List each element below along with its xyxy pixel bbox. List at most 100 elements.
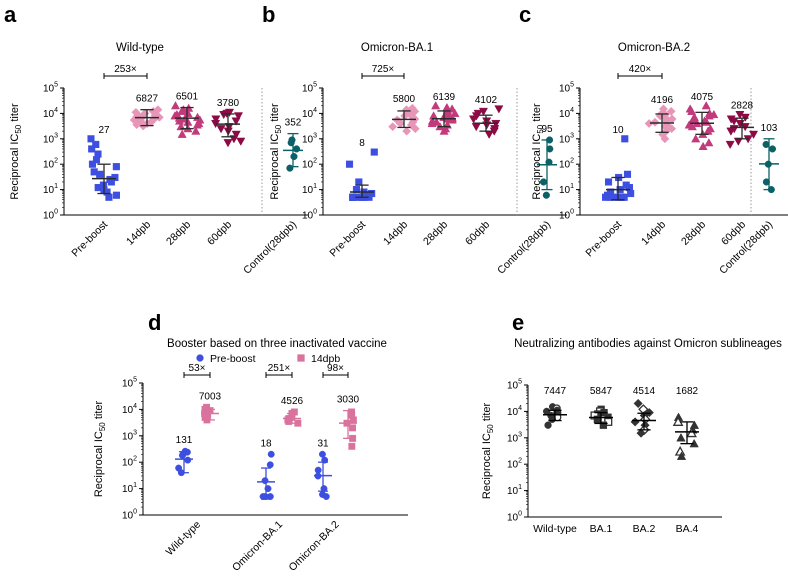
data-point	[704, 138, 714, 147]
y-tick-label: 105	[302, 82, 317, 95]
y-tick-label: 100	[559, 209, 574, 222]
tick-exponent: 2	[313, 158, 317, 165]
data-point	[314, 466, 322, 474]
y-axis-label: Reciprocal IC50 titer	[93, 401, 107, 498]
data-point	[627, 189, 635, 198]
tick-exponent: 4	[133, 403, 137, 410]
y-tick-label: 101	[43, 183, 58, 196]
y-tick-label: 101	[559, 183, 574, 196]
panel-d: d Booster based on three inactivated vacc…	[93, 310, 408, 574]
value-label: 3030	[337, 395, 360, 406]
tick-base: 10	[43, 185, 55, 196]
value-label: 2828	[731, 101, 754, 112]
data-point	[92, 156, 101, 164]
data-point	[318, 450, 326, 458]
tick-exponent: 5	[133, 377, 137, 384]
tick-base: 10	[302, 185, 314, 196]
tick-exponent: 0	[518, 511, 522, 518]
data-point	[427, 118, 437, 128]
data-point	[236, 137, 246, 146]
tick-exponent: 3	[570, 132, 574, 139]
panel-letter: c	[519, 2, 531, 27]
series-pre-boost	[175, 447, 332, 500]
data-point	[290, 153, 298, 161]
data-point	[349, 416, 357, 424]
tick-base: 10	[559, 211, 571, 222]
legend: Pre-boost 14dpb	[196, 353, 340, 365]
y-tick-label: 104	[302, 107, 317, 120]
tick-exponent: 2	[570, 158, 574, 165]
panel-letter: a	[4, 2, 17, 27]
data-point	[636, 428, 646, 438]
data-point	[650, 117, 660, 127]
data-point	[768, 145, 777, 153]
ylabel-part: titer	[9, 103, 21, 125]
ylabel-subscript: 50	[14, 124, 23, 133]
ylabel-part: Reciprocal IC	[481, 433, 493, 499]
data-point	[231, 130, 241, 139]
tick-exponent: 0	[133, 509, 137, 516]
data-point	[439, 126, 449, 135]
panel-title: Omicron-BA.1	[361, 42, 433, 54]
tick-base: 10	[122, 405, 134, 416]
data-point	[105, 193, 113, 201]
data-point	[170, 111, 180, 120]
data-point	[132, 120, 142, 130]
series-14dpb	[129, 105, 164, 131]
series-ba-4	[672, 412, 700, 460]
x-tick-label: Wild-type	[164, 519, 204, 559]
data-point	[471, 123, 481, 132]
tick-exponent: 1	[313, 183, 317, 190]
x-tick-label: 28dpb	[164, 219, 193, 248]
ylabel-part: titer	[269, 103, 281, 125]
x-tick-label: Wild-type	[533, 523, 577, 535]
data-point	[691, 134, 701, 143]
ylabel-part: Reciprocal IC	[531, 134, 543, 200]
data-point	[630, 417, 640, 427]
data-point	[698, 141, 708, 150]
data-point	[224, 123, 234, 132]
tick-base: 10	[43, 211, 55, 222]
y-tick-label: 105	[559, 82, 574, 95]
value-label: 131	[176, 435, 193, 446]
series-pre-boost	[87, 135, 120, 201]
value-label: 5800	[393, 94, 416, 105]
y-tick-label: 101	[507, 484, 522, 497]
panel-title: Neutralizing antibodies against Omicron …	[514, 338, 782, 350]
series-28dpb	[427, 101, 460, 135]
data-point	[431, 101, 441, 110]
series-28dpb	[170, 101, 205, 138]
data-point	[687, 106, 697, 115]
tick-base: 10	[302, 160, 314, 171]
data-point	[192, 120, 202, 129]
tick-base: 10	[559, 84, 571, 95]
tick-exponent: 3	[313, 132, 317, 139]
data-point	[447, 115, 457, 124]
data-point	[178, 452, 186, 459]
x-tick-label: BA.2	[633, 523, 656, 535]
data-point	[633, 398, 643, 409]
y-tick-label: 101	[302, 183, 317, 196]
series-pre-boost	[345, 148, 378, 201]
legend-marker	[297, 354, 305, 362]
data-point	[701, 101, 711, 110]
tick-base: 10	[559, 134, 571, 145]
tick-base: 10	[302, 134, 314, 145]
data-point	[666, 106, 676, 116]
series-wild-type	[542, 403, 567, 429]
tick-base: 10	[559, 109, 571, 120]
tick-exponent: 0	[54, 209, 58, 216]
y-axis-label: Reciprocal IC50 titer	[531, 103, 545, 200]
fold-change-label: 420×	[629, 64, 652, 75]
y-tick-label: 101	[122, 482, 137, 495]
data-point	[687, 122, 697, 131]
y-tick-label: 100	[507, 511, 522, 524]
value-label: 7447	[544, 386, 567, 397]
tick-exponent: 2	[133, 456, 137, 463]
y-tick-label: 102	[122, 456, 137, 469]
data-point	[599, 421, 608, 429]
data-point	[729, 117, 739, 126]
legend-marker	[196, 354, 204, 362]
y-tick-label: 102	[43, 158, 58, 171]
value-label: 5847	[590, 386, 613, 397]
